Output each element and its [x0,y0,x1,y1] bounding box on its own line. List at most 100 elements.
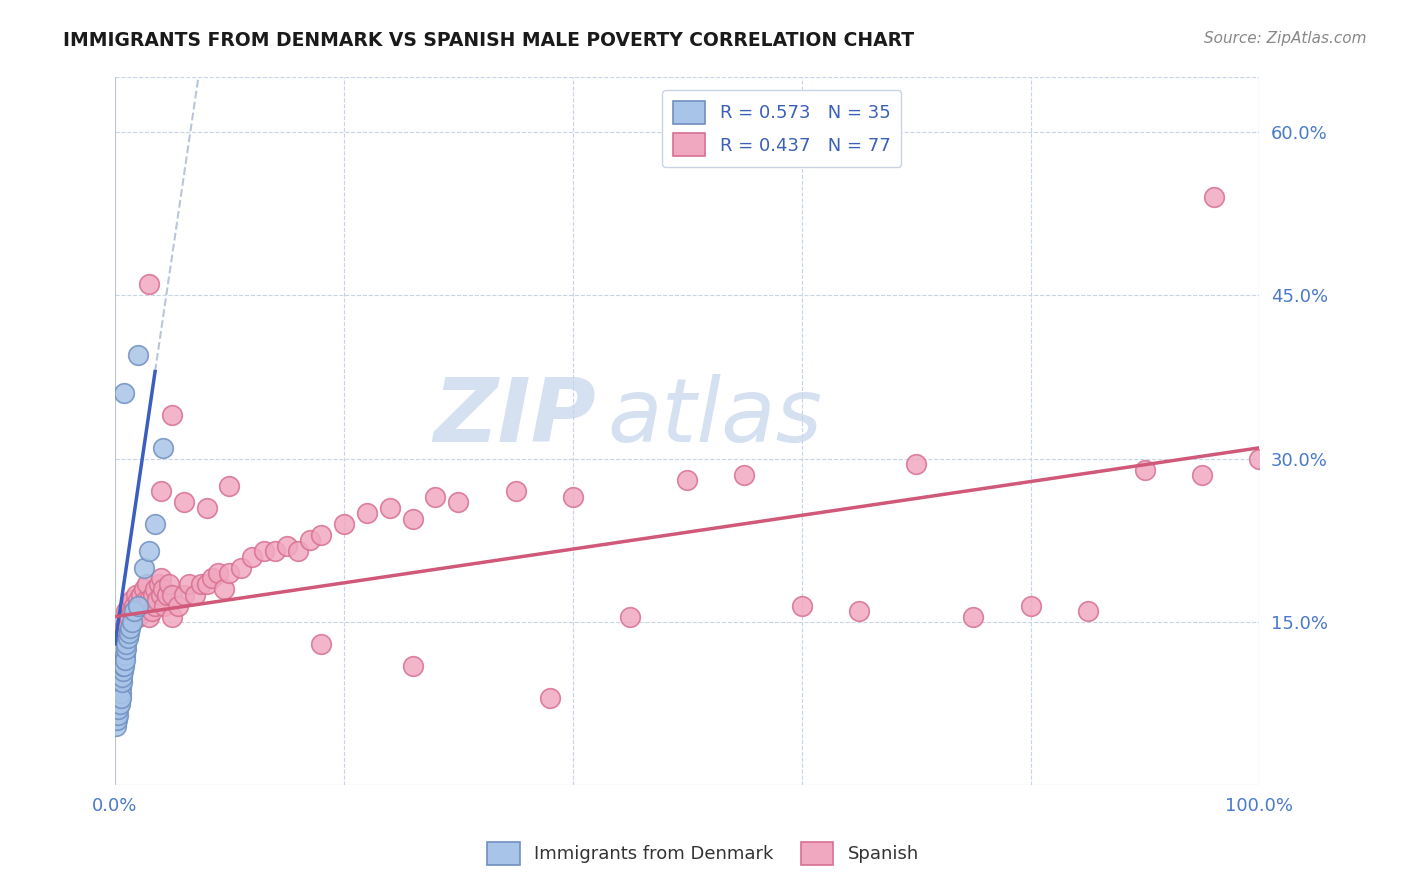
Point [111,669,134,683]
Point [124,604,146,618]
Point [153,599,176,613]
Point [298,533,321,548]
Point [112,620,135,634]
Point [141,604,163,618]
Point [110,686,132,700]
Point [132,560,155,574]
Point [127,348,149,362]
Point [218,479,240,493]
Point [195,500,218,515]
Point [276,539,298,553]
Point [127,599,149,613]
Point [264,544,287,558]
Point [253,544,276,558]
Point [401,658,423,673]
Point [287,544,309,558]
Point [135,593,157,607]
Point [207,566,229,580]
Point [790,599,813,613]
Point [561,490,583,504]
Point [157,577,180,591]
Point [111,675,134,690]
Text: atlas: atlas [607,375,823,460]
Point [149,572,172,586]
Point [309,637,332,651]
Point [105,713,128,727]
Point [115,615,138,629]
Point [190,577,212,591]
Point [401,511,423,525]
Point [118,609,141,624]
Point [138,277,160,292]
Point [105,707,128,722]
Point [309,528,332,542]
Point [447,495,470,509]
Point [1077,604,1099,618]
Point [112,386,135,401]
Point [146,593,169,607]
Point [1249,451,1271,466]
Legend: Immigrants from Denmark, Spanish: Immigrants from Denmark, Spanish [479,835,927,872]
Point [107,691,129,706]
Point [138,593,160,607]
Point [229,560,252,574]
Point [378,500,401,515]
Point [114,648,136,662]
Point [105,718,128,732]
Point [118,599,141,613]
Point [129,604,152,618]
Point [115,642,138,657]
Point [212,582,235,597]
Point [136,577,159,591]
Point [1191,468,1213,483]
Point [118,620,141,634]
Point [107,707,129,722]
Point [114,653,136,667]
Point [127,593,149,607]
Point [173,495,195,509]
Point [1019,599,1042,613]
Point [110,626,132,640]
Point [118,626,141,640]
Point [112,653,135,667]
Point [356,506,378,520]
Point [1133,462,1156,476]
Point [105,702,128,716]
Point [108,697,131,711]
Point [162,408,184,422]
Point [218,566,240,580]
Point [121,604,143,618]
Point [184,588,207,602]
Point [115,604,138,618]
Point [121,593,143,607]
Point [110,681,132,695]
Point [143,582,166,597]
Text: ZIP: ZIP [433,374,596,461]
Point [108,686,131,700]
Point [155,588,177,602]
Point [124,588,146,602]
Point [333,516,356,531]
Point [117,632,139,646]
Point [619,609,641,624]
Point [962,609,984,624]
Point [124,599,146,613]
Point [110,691,132,706]
Point [107,702,129,716]
Text: IMMIGRANTS FROM DENMARK VS SPANISH MALE POVERTY CORRELATION CHART: IMMIGRANTS FROM DENMARK VS SPANISH MALE … [63,31,914,50]
Point [195,577,218,591]
Point [107,697,129,711]
Point [148,577,170,591]
Point [112,632,135,646]
Point [142,588,165,602]
Text: Source: ZipAtlas.com: Source: ZipAtlas.com [1204,31,1367,46]
Point [201,572,224,586]
Point [179,577,201,591]
Legend: R = 0.573   N = 35, R = 0.437   N = 77: R = 0.573 N = 35, R = 0.437 N = 77 [662,90,901,167]
Point [425,490,447,504]
Point [132,582,155,597]
Point [162,588,184,602]
Point [240,549,263,564]
Point [905,457,928,471]
Point [149,588,172,602]
